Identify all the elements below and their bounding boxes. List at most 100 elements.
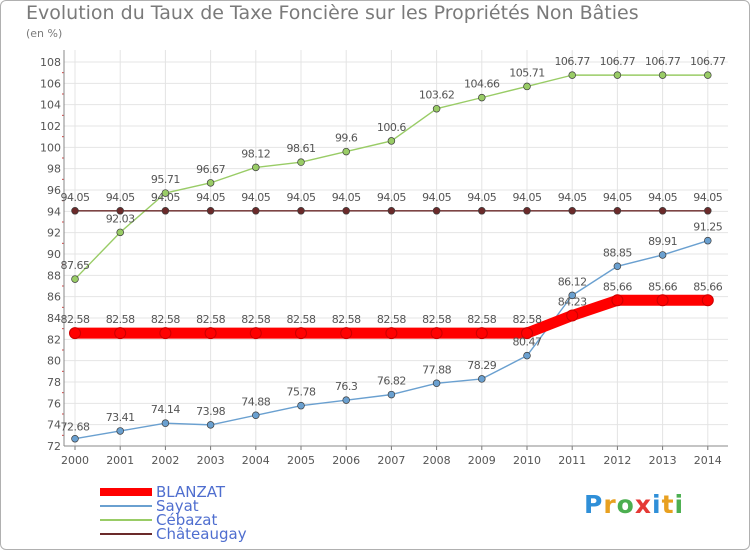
- data-point-1: [252, 411, 260, 420]
- data-label: 94.05: [603, 191, 632, 204]
- legend-label-sayat: Sayat: [156, 497, 199, 515]
- data-point-3: [478, 207, 486, 215]
- data-label: 82.58: [241, 313, 270, 326]
- data-point-1: [523, 351, 531, 360]
- data-label: 88.85: [603, 246, 632, 259]
- data-point-1: [116, 427, 124, 435]
- data-point-1: [342, 396, 350, 404]
- y-tick-label: 96: [47, 184, 61, 197]
- data-point-2: [613, 71, 622, 79]
- data-label: 106.77: [554, 55, 590, 68]
- data-label: 89.91: [648, 235, 677, 248]
- data-point-0: [430, 327, 443, 340]
- data-point-0: [611, 294, 624, 307]
- data-point-2: [116, 228, 124, 237]
- data-point-1: [613, 262, 622, 271]
- data-point-2: [658, 71, 667, 79]
- x-tick-label: 2006: [332, 454, 360, 467]
- data-point-2: [161, 189, 170, 197]
- x-tick-label: 2000: [61, 454, 89, 467]
- data-point-1: [432, 379, 441, 388]
- data-point-0: [249, 327, 262, 340]
- data-point-2: [387, 137, 396, 145]
- x-tick-label: 2011: [558, 454, 586, 467]
- data-label: 94.05: [648, 191, 677, 204]
- data-label: 94.05: [377, 191, 406, 204]
- data-point-1: [387, 390, 396, 399]
- data-point-3: [568, 207, 576, 215]
- data-label: 85.66: [648, 280, 677, 293]
- data-label: 85.66: [693, 280, 722, 293]
- data-label: 106.77: [600, 55, 636, 68]
- data-point-2: [478, 93, 486, 102]
- data-label: 80.47: [513, 336, 542, 349]
- data-point-3: [523, 207, 531, 215]
- data-label: 98.61: [287, 142, 316, 155]
- data-label: 99.6: [335, 132, 358, 145]
- data-point-2: [523, 82, 531, 91]
- unit-label: (en %): [26, 27, 63, 40]
- logo-letter: P: [584, 490, 604, 519]
- x-tick-label: 2013: [649, 454, 677, 467]
- data-point-0: [69, 327, 81, 340]
- legend-label-chateaugay: Châteaugay: [156, 525, 247, 543]
- legend-swatch-blanzat: [100, 488, 152, 496]
- data-label: 82.58: [61, 313, 90, 326]
- x-tick-label: 2009: [468, 454, 496, 467]
- data-label: 82.58: [287, 313, 316, 326]
- data-label: 77.88: [422, 363, 451, 376]
- data-label: 105.71: [509, 66, 545, 79]
- data-point-0: [204, 327, 217, 340]
- data-point-3: [206, 207, 215, 215]
- data-label: 94.05: [106, 191, 135, 204]
- data-label: 94.05: [513, 191, 542, 204]
- x-tick-label: 2004: [242, 454, 270, 467]
- data-point-3: [613, 207, 622, 215]
- data-point-1: [206, 421, 215, 429]
- data-point-3: [387, 207, 396, 215]
- data-point-1: [71, 434, 79, 443]
- data-label: 82.58: [196, 313, 225, 326]
- data-label: 82.58: [513, 313, 542, 326]
- data-label: 96.67: [196, 163, 225, 176]
- legend-label-blanzat: BLANZAT: [156, 483, 226, 501]
- data-label: 106.77: [645, 55, 681, 68]
- y-tick-label: 88: [47, 269, 61, 282]
- data-label: 73.98: [196, 405, 225, 418]
- data-label: 94.05: [61, 191, 90, 204]
- legend-swatch-sayat: [100, 505, 152, 507]
- y-tick-label: 100: [40, 141, 61, 154]
- data-point-2: [704, 71, 712, 79]
- data-label: 94.05: [467, 191, 496, 204]
- legend-swatch-chateaugay: [100, 533, 152, 535]
- y-tick-label: 106: [40, 77, 61, 90]
- y-tick-label: 108: [40, 56, 61, 69]
- data-point-3: [71, 207, 79, 215]
- data-label: 91.25: [693, 221, 722, 234]
- data-label: 94.05: [196, 191, 225, 204]
- data-point-2: [252, 163, 260, 172]
- y-tick-label: 90: [47, 248, 61, 261]
- data-point-3: [116, 207, 124, 215]
- y-tick-label: 76: [47, 397, 61, 410]
- data-label: 78.29: [467, 359, 496, 372]
- data-point-3: [658, 207, 667, 215]
- logo-letter: x: [634, 490, 652, 519]
- y-tick-label: 92: [47, 227, 61, 240]
- data-point-0: [701, 294, 714, 307]
- x-tick-label: 2007: [377, 454, 405, 467]
- data-label: 82.58: [377, 313, 406, 326]
- y-tick-label: 80: [47, 355, 61, 368]
- data-label: 100.6: [377, 121, 406, 134]
- x-tick-label: 2005: [287, 454, 315, 467]
- data-label: 82.58: [151, 313, 180, 326]
- data-point-0: [385, 327, 398, 340]
- data-point-2: [71, 275, 79, 283]
- data-point-3: [342, 207, 350, 215]
- y-tick-label: 102: [40, 120, 61, 133]
- data-label: 82.58: [332, 313, 361, 326]
- data-label: 95.71: [151, 173, 180, 186]
- x-tick-label: 2003: [197, 454, 225, 467]
- data-point-3: [297, 207, 305, 215]
